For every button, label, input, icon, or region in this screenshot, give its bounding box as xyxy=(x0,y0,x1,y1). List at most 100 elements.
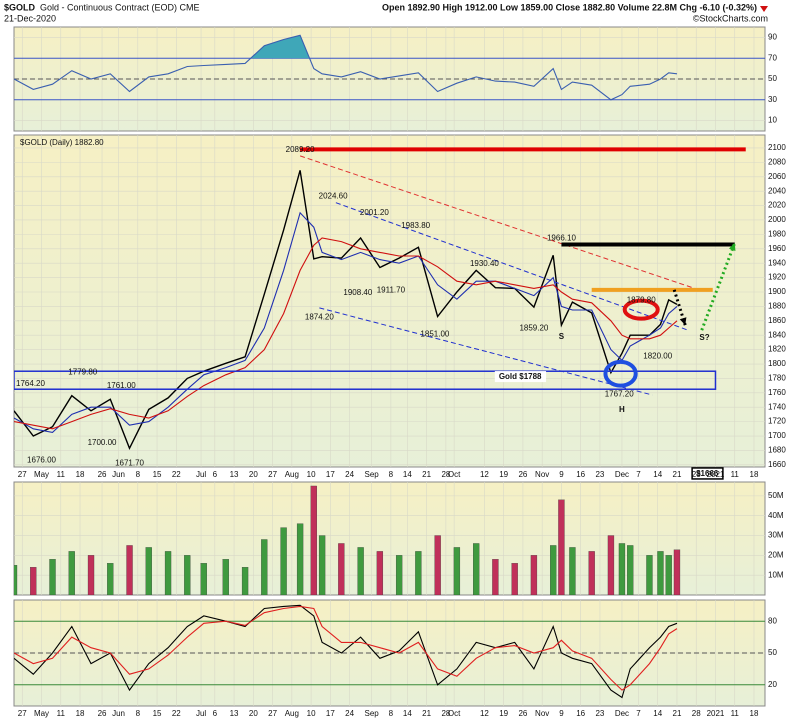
arrow-head xyxy=(728,243,736,251)
y-tick-label: 1700 xyxy=(768,431,786,440)
x-tick-label: 21 xyxy=(673,709,682,718)
date: 21-Dec-2020 xyxy=(4,13,56,23)
down-icon xyxy=(760,6,768,12)
annotation: Gold $1788 xyxy=(499,372,542,381)
y-tick-label: 50 xyxy=(768,648,777,657)
x-tick-label: 2021 xyxy=(707,709,725,718)
volume-bar xyxy=(673,549,681,595)
x-tick-label: Oct xyxy=(448,709,461,718)
price-label: 1779.80 xyxy=(68,368,97,377)
price-label: 1911.70 xyxy=(377,286,406,295)
x-tick-label: 15 xyxy=(153,470,162,479)
volume-bar xyxy=(241,567,249,595)
x-tick-label: 20 xyxy=(249,709,258,718)
drawn-line xyxy=(299,155,700,291)
y-tick-label: 10 xyxy=(768,116,777,125)
x-tick-label: 8 xyxy=(389,709,394,718)
x-tick-label: 22 xyxy=(172,470,181,479)
volume-bar xyxy=(618,543,626,595)
x-tick-label: 19 xyxy=(499,709,508,718)
price-label: 2024.60 xyxy=(319,191,348,200)
series-line xyxy=(14,605,678,691)
volume-bar xyxy=(338,543,345,595)
price-label: 1671.70 xyxy=(115,459,144,468)
x-tick-label: 14 xyxy=(653,709,662,718)
annotation: $1666 xyxy=(696,469,719,478)
price-label: 1879.80 xyxy=(627,296,656,305)
price-label: 2001.20 xyxy=(360,208,389,217)
drawn-ellipse xyxy=(622,298,660,321)
y-tick-label: 2060 xyxy=(768,172,786,181)
y-tick-label: 40M xyxy=(768,511,784,520)
x-tick-label: Nov xyxy=(535,470,549,479)
x-tick-label: 14 xyxy=(403,470,412,479)
annotation: S xyxy=(559,332,565,341)
x-tick-label: 13 xyxy=(230,470,239,479)
price-label: 2089.20 xyxy=(286,145,315,154)
volume-bar xyxy=(646,555,653,595)
x-tick-label: Jun xyxy=(112,470,125,479)
drawn-box xyxy=(14,370,717,390)
x-tick-label: 27 xyxy=(268,470,277,479)
volume-bar xyxy=(184,555,191,595)
annotation-box xyxy=(691,467,724,480)
y-tick-label: 1680 xyxy=(768,446,786,455)
volume-bar xyxy=(395,555,403,595)
legend-label: $GOLD (Daily) 1882.80 xyxy=(20,138,104,147)
x-tick-label: 6 xyxy=(213,709,218,718)
x-tick-label: 7 xyxy=(636,470,641,479)
volume-bar xyxy=(550,545,557,595)
instrument-name: Gold - Continuous Contract (EOD) CME xyxy=(40,2,200,12)
x-tick-label: 26 xyxy=(98,470,107,479)
y-tick-label: 1800 xyxy=(768,359,786,368)
x-tick-label: Jun xyxy=(112,709,125,718)
y-tick-label: 1820 xyxy=(768,345,786,354)
price-label: 1874.20 xyxy=(305,313,334,322)
y-tick-label: 2080 xyxy=(768,157,786,166)
volume-bar xyxy=(164,551,172,595)
y-tick-label: 1880 xyxy=(768,302,786,311)
volume-bar xyxy=(492,559,499,595)
x-tick-label: Dec xyxy=(615,470,629,479)
x-tick-label: 9 xyxy=(559,709,564,718)
x-tick-label: 18 xyxy=(76,709,85,718)
price-label: 1851.00 xyxy=(420,329,449,338)
x-tick-label: Sep xyxy=(365,470,380,479)
volume-bar xyxy=(376,551,384,595)
y-tick-label: 1660 xyxy=(768,460,786,469)
x-tick-label: 8 xyxy=(136,470,141,479)
x-tick-label: 16 xyxy=(576,709,585,718)
drawn-ellipse xyxy=(603,359,638,388)
x-tick-label: 18 xyxy=(76,470,85,479)
volume-bar xyxy=(14,565,18,595)
x-tick-label: Aug xyxy=(285,709,299,718)
annotation-box xyxy=(494,371,547,383)
volume-bar xyxy=(665,555,672,595)
x-tick-label: 17 xyxy=(326,470,335,479)
price-label: 1908.40 xyxy=(343,288,372,297)
y-tick-label: 1720 xyxy=(768,417,786,426)
y-tick-label: 2040 xyxy=(768,186,786,195)
price-label: 1966.10 xyxy=(547,234,576,243)
series-line xyxy=(14,237,678,430)
y-tick-label: 30 xyxy=(768,95,777,104)
volume-bar xyxy=(473,543,480,595)
x-tick-label: 21 xyxy=(422,709,431,718)
x-tick-label: 13 xyxy=(230,709,239,718)
x-tick-label: 12 xyxy=(480,470,489,479)
x-tick-label: 28 xyxy=(692,709,701,718)
price-label: 1930.40 xyxy=(470,259,499,268)
price-label: 1983.80 xyxy=(401,221,430,230)
y-tick-label: 50 xyxy=(768,74,777,83)
y-tick-label: 1860 xyxy=(768,316,786,325)
x-tick-label: Jul xyxy=(196,709,206,718)
x-tick-label: 28 xyxy=(441,709,450,718)
y-tick-label: 30M xyxy=(768,531,784,540)
series-line xyxy=(14,34,678,101)
x-tick-label: 11 xyxy=(57,470,66,479)
x-tick-label: 17 xyxy=(326,709,335,718)
series-line xyxy=(14,211,678,433)
x-tick-label: 14 xyxy=(653,470,662,479)
x-tick-label: 18 xyxy=(750,709,759,718)
